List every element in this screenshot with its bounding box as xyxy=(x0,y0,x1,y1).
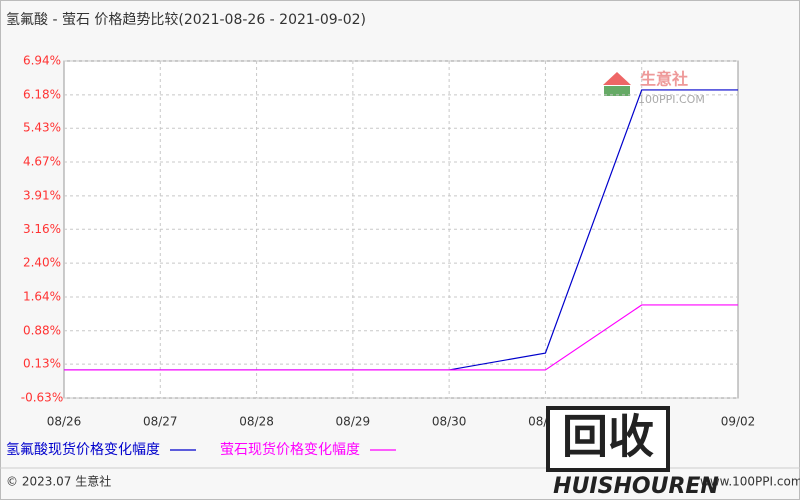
footer-copyright: © 2023.07 生意社 xyxy=(6,474,111,489)
y-tick-label: 2.40% xyxy=(23,256,61,270)
logo-icon xyxy=(603,72,631,85)
y-tick-label: 0.88% xyxy=(23,323,61,337)
logo-site: 100PPI.COM xyxy=(638,93,705,106)
overlay-mark: 回收 xyxy=(562,410,654,464)
chart-title: 氢氟酸 - 萤石 价格趋势比较(2021-08-26 - 2021-09-02) xyxy=(6,12,366,28)
logo: 生意社 100PPI.COM xyxy=(603,70,705,106)
x-tick-label: 09/02 xyxy=(721,415,756,429)
y-tick-label: 6.18% xyxy=(23,87,61,101)
legend-label: 氢氟酸现货价格变化幅度 xyxy=(6,441,160,458)
overlay-box xyxy=(546,406,670,472)
x-tick-label: 08/30 xyxy=(432,415,467,429)
x-tick-label: 08/26 xyxy=(47,415,82,429)
overlay-brand: HUISHOUREN xyxy=(553,474,719,499)
series-line xyxy=(64,304,738,371)
y-tick-label: 1.64% xyxy=(23,289,61,303)
logo-icon xyxy=(604,86,630,96)
overlay: 回收 HUISHOUREN xyxy=(546,406,719,499)
footer-site: www.100PPI.com xyxy=(700,475,800,489)
y-tick-label: -0.63% xyxy=(21,391,63,405)
y-tick-label: 0.13% xyxy=(23,357,61,371)
legend-label: 萤石现货价格变化幅度 xyxy=(220,441,360,458)
logo-name: 生意社 xyxy=(640,70,688,89)
y-tick-label: 5.43% xyxy=(23,121,61,135)
y-tick-label: 4.67% xyxy=(23,155,61,169)
x-tick-label: 08/29 xyxy=(336,415,371,429)
y-tick-label: 3.16% xyxy=(23,222,61,236)
x-tick-label: 08/28 xyxy=(239,415,274,429)
x-tick-label: 08/27 xyxy=(143,415,178,429)
y-tick-label: 3.91% xyxy=(23,188,61,202)
y-tick-label: 6.94% xyxy=(23,54,61,68)
